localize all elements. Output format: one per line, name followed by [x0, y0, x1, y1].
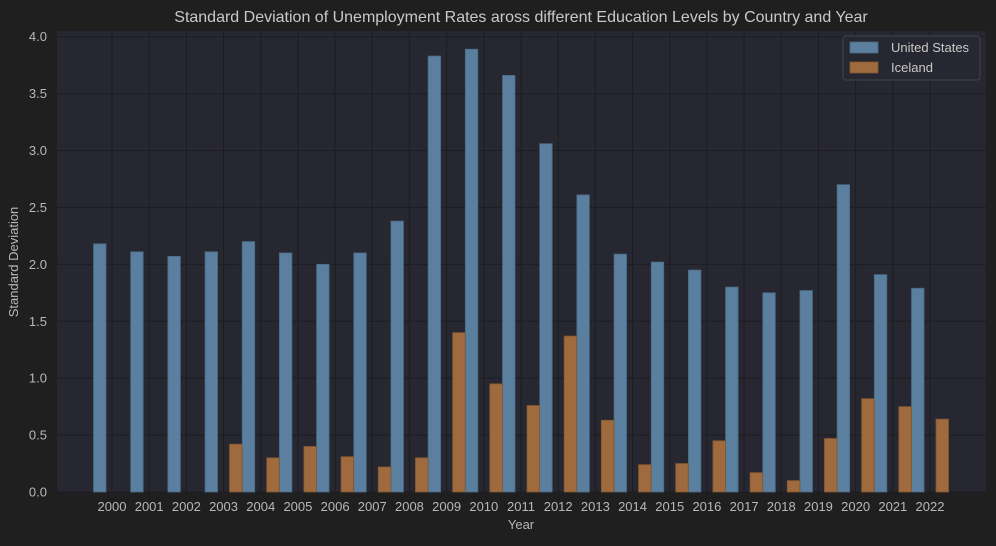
- x-tick-label: 2016: [692, 499, 721, 514]
- bar-united-states: [762, 292, 776, 493]
- x-tick-label: 2005: [283, 499, 312, 514]
- bar-united-states: [873, 274, 888, 493]
- x-tick-label: 2020: [841, 499, 870, 514]
- x-tick-label: 2013: [581, 499, 610, 514]
- bars: [93, 48, 949, 493]
- bar-iceland: [675, 463, 689, 493]
- bar-united-states: [576, 194, 590, 493]
- y-tick-labels: 0.0 0.5 1.0 1.5 2.0 2.5 3.0 3.5 4.0: [29, 29, 47, 499]
- bar-iceland: [266, 457, 280, 493]
- y-tick-label: 4.0: [29, 29, 47, 44]
- x-tick-label: 2002: [172, 499, 201, 514]
- bar-united-states: [167, 255, 181, 493]
- bar-united-states: [688, 269, 702, 493]
- bar-united-states: [427, 55, 442, 493]
- legend-swatch-united-states: [849, 41, 879, 54]
- x-tick-labels: 2000 2001 2002 2003 2004 2005 2006 2007 2008 2009…: [98, 499, 945, 514]
- y-tick-label: 0.5: [29, 428, 47, 443]
- x-tick-label: 2022: [916, 499, 945, 514]
- bar-iceland: [638, 464, 652, 493]
- bar-united-states: [725, 286, 739, 493]
- bar-iceland: [600, 419, 615, 493]
- x-tick-label: 2012: [544, 499, 573, 514]
- bar-iceland: [563, 335, 578, 493]
- y-axis-label: Standard Deviation: [6, 207, 21, 318]
- bar-iceland: [824, 438, 838, 493]
- x-tick-label: 2000: [98, 499, 127, 514]
- x-tick-label: 2006: [321, 499, 350, 514]
- bar-united-states: [650, 261, 665, 493]
- x-tick-label: 2008: [395, 499, 424, 514]
- x-axis-label: Year: [508, 517, 535, 532]
- bar-iceland: [415, 457, 429, 493]
- bar-united-states: [93, 243, 107, 493]
- bar-united-states: [390, 220, 404, 493]
- bar-iceland: [861, 398, 875, 493]
- bar-iceland: [340, 456, 354, 493]
- x-tick-label: 2017: [730, 499, 759, 514]
- x-tick-label: 2010: [469, 499, 498, 514]
- y-tick-label: 0.0: [29, 485, 47, 500]
- x-tick-label: 2018: [767, 499, 796, 514]
- bar-united-states: [279, 252, 293, 493]
- legend-label-iceland: Iceland: [891, 60, 933, 75]
- bar-iceland: [452, 332, 466, 493]
- y-tick-label: 2.5: [29, 200, 47, 215]
- bar-united-states: [204, 251, 218, 493]
- bar-iceland: [786, 480, 801, 493]
- legend: United States Iceland: [842, 35, 981, 81]
- bar-united-states: [464, 48, 479, 493]
- y-tick-label: 3.0: [29, 143, 47, 158]
- x-tick-label: 2021: [878, 499, 907, 514]
- legend-label-united-states: United States: [891, 40, 970, 55]
- bar-iceland: [303, 446, 317, 493]
- bar-united-states: [353, 252, 367, 493]
- bar-iceland: [377, 466, 392, 493]
- x-tick-label: 2009: [432, 499, 461, 514]
- bar-united-states: [799, 290, 813, 493]
- bar-united-states: [836, 184, 851, 493]
- x-tick-label: 2015: [655, 499, 684, 514]
- bar-iceland: [712, 440, 726, 493]
- x-tick-label: 2019: [804, 499, 833, 514]
- x-tick-label: 2001: [135, 499, 164, 514]
- y-tick-label: 1.0: [29, 371, 47, 386]
- bar-united-states: [130, 251, 144, 493]
- bar-iceland: [749, 472, 763, 493]
- bar-iceland: [526, 405, 540, 493]
- bar-united-states: [613, 253, 627, 493]
- y-tick-label: 3.5: [29, 86, 47, 101]
- x-tick-label: 2004: [246, 499, 275, 514]
- bar-united-states: [241, 241, 256, 493]
- x-tick-label: 2003: [209, 499, 238, 514]
- y-tick-label: 1.5: [29, 314, 47, 329]
- bar-united-states: [911, 287, 925, 493]
- chart-title: Standard Deviation of Unemployment Rates…: [174, 9, 868, 26]
- y-tick-label: 2.0: [29, 257, 47, 272]
- legend-swatch-iceland: [849, 61, 879, 74]
- bar-iceland: [229, 443, 243, 493]
- bar-united-states: [539, 143, 553, 493]
- x-tick-label: 2007: [358, 499, 387, 514]
- x-tick-label: 2014: [618, 499, 647, 514]
- x-tick-label: 2011: [507, 499, 535, 514]
- bar-iceland: [935, 418, 949, 493]
- bar-iceland: [489, 383, 503, 493]
- bar-united-states: [502, 74, 516, 493]
- bar-iceland: [898, 406, 912, 493]
- bar-united-states: [316, 263, 330, 493]
